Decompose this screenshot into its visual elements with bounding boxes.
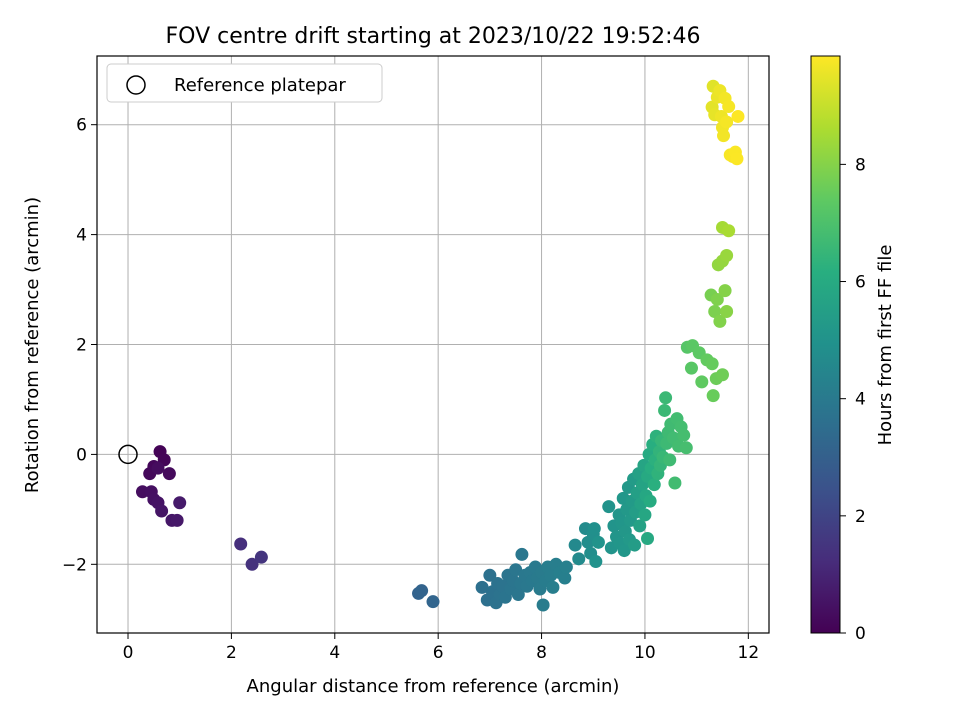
data-point — [659, 391, 673, 405]
data-point — [677, 428, 691, 442]
data-point — [643, 494, 657, 508]
x-axis-label: Angular distance from reference (arcmin) — [247, 676, 620, 697]
data-point — [695, 375, 709, 389]
data-point — [483, 568, 497, 582]
data-point — [415, 584, 429, 598]
data-point — [722, 224, 736, 238]
data-point — [647, 478, 661, 492]
data-point — [638, 508, 652, 522]
scatter-points — [135, 79, 745, 612]
data-point — [617, 544, 631, 558]
x-tick-label: 10 — [634, 643, 656, 663]
legend-box — [106, 63, 383, 103]
y-tick-label: 0 — [76, 445, 87, 465]
x-tick-label: 4 — [329, 643, 340, 663]
grid-lines — [97, 56, 769, 633]
data-point — [720, 248, 734, 262]
colorbar-tick-label: 4 — [855, 390, 866, 410]
y-tick-label: 4 — [76, 226, 87, 246]
data-point — [668, 476, 682, 490]
data-point — [558, 571, 572, 585]
data-point — [722, 100, 736, 114]
data-point — [641, 531, 655, 545]
data-point — [628, 538, 642, 552]
data-point — [170, 513, 184, 527]
colorbar-gradient — [810, 55, 841, 634]
colorbar-tick-label: 2 — [855, 507, 866, 527]
colorbar-label: Hours from first FF file — [875, 245, 896, 446]
legend-marker-icon — [126, 75, 146, 95]
legend: Reference platepar — [106, 63, 383, 103]
x-axis-ticks: 0 2 4 6 8 10 12 — [123, 633, 760, 663]
y-tick-label: 6 — [76, 116, 87, 136]
colorbar-tick-label: 0 — [855, 624, 866, 644]
data-point — [587, 522, 601, 536]
colorbar-ticks: 0 2 4 6 8 — [840, 155, 866, 644]
data-point — [546, 580, 560, 594]
data-point — [663, 453, 677, 467]
data-point — [602, 500, 616, 514]
data-point — [684, 361, 698, 375]
data-point — [658, 403, 672, 417]
data-point — [705, 357, 719, 371]
data-point — [706, 389, 720, 403]
chart-title: FOV centre drift starting at 2023/10/22 … — [166, 24, 701, 49]
data-point — [559, 560, 573, 574]
colorbar: 0 2 4 6 8 Hours from first FF file — [810, 55, 896, 644]
data-point — [515, 547, 529, 561]
x-tick-label: 0 — [123, 643, 134, 663]
y-tick-label: −2 — [62, 555, 87, 575]
reference-platepar-marker — [118, 444, 138, 465]
data-point — [718, 284, 732, 298]
data-point — [234, 537, 248, 551]
data-point — [536, 598, 550, 612]
x-tick-label: 8 — [536, 643, 547, 663]
y-axis-label: Rotation from reference (arcmin) — [22, 197, 43, 493]
data-point — [730, 152, 744, 166]
data-point — [589, 555, 603, 569]
y-tick-label: 2 — [76, 336, 87, 356]
data-point — [591, 535, 605, 549]
data-point — [720, 115, 734, 129]
data-point — [151, 461, 165, 475]
data-point — [710, 292, 724, 306]
x-tick-label: 6 — [433, 643, 444, 663]
data-point — [720, 305, 734, 319]
y-axis-ticks: −2 0 2 4 6 — [62, 116, 97, 575]
data-point — [572, 552, 586, 566]
legend-entry-reference: Reference platepar — [174, 75, 346, 96]
data-point — [731, 109, 745, 123]
data-point — [511, 588, 525, 602]
data-point — [568, 538, 582, 552]
data-point — [254, 550, 268, 564]
data-point — [173, 496, 187, 510]
data-point — [713, 314, 727, 328]
colorbar-tick-label: 8 — [855, 155, 866, 175]
x-tick-label: 2 — [226, 643, 237, 663]
colorbar-tick-label: 6 — [855, 273, 866, 293]
data-point — [633, 519, 647, 533]
data-point — [679, 441, 693, 455]
data-point — [245, 557, 259, 571]
data-point — [155, 504, 169, 518]
data-point — [426, 595, 440, 609]
data-point — [475, 580, 489, 594]
data-point — [162, 467, 176, 481]
data-point — [708, 305, 722, 319]
data-point — [717, 129, 731, 143]
x-tick-label: 12 — [738, 643, 760, 663]
data-point — [715, 368, 729, 382]
